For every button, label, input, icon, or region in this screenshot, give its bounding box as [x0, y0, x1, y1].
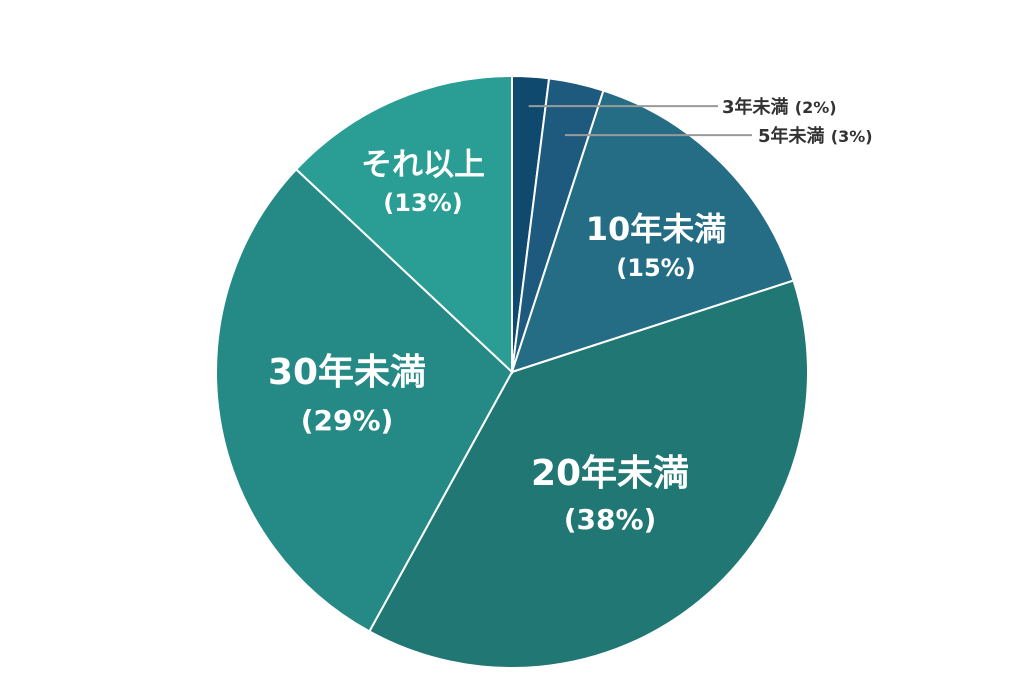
pie-slice	[215, 167, 514, 633]
slice-name: 30年未満	[268, 352, 426, 393]
pie-slice	[294, 74, 513, 375]
pie-slice	[368, 279, 809, 669]
slice-percent: (13%)	[383, 189, 462, 217]
leader-lines-layer	[528, 105, 752, 137]
labels-layer: 3年未満 (2%) 5年未満 (3%) 10年未満 (15%) 20年未満 (38%) 30…	[268, 96, 873, 536]
slice-name: 5年未満	[758, 125, 831, 147]
callout-label: 3年未満 (2%)	[722, 96, 837, 118]
slice-percent: (2%)	[795, 98, 837, 117]
slice-name: 3年未満	[722, 96, 795, 118]
slice-percent: (38%)	[564, 503, 657, 536]
slice-percent: (29%)	[301, 404, 394, 437]
slice-name: 10年未満	[586, 210, 727, 248]
slice-name: 20年未満	[531, 453, 689, 494]
callout-label: 5年未満 (3%)	[758, 125, 873, 147]
slice-percent: (15%)	[616, 254, 695, 282]
pie-slice	[510, 89, 795, 374]
slices-layer	[215, 74, 809, 669]
slice-percent: (3%)	[831, 127, 873, 146]
slice-name: それ以上	[361, 147, 485, 183]
